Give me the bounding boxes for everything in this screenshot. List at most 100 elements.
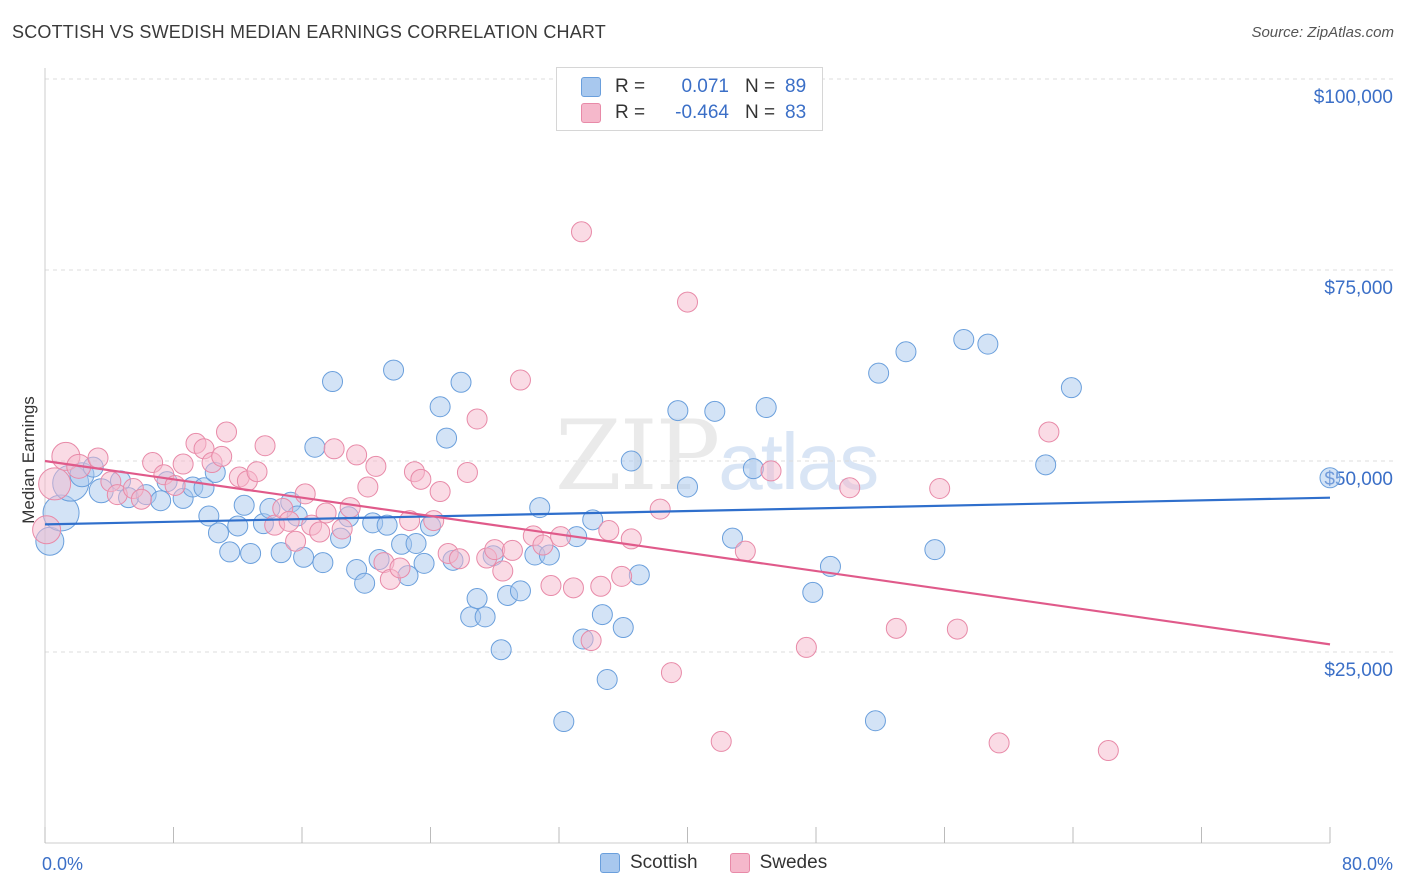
data-point-scottish [312,552,334,574]
data-point-swedes [456,461,478,483]
data-point-scottish [667,400,689,422]
legend-label-scottish: Scottish [630,852,698,873]
data-point-scottish [436,427,458,449]
data-point-swedes [357,476,379,498]
data-point-scottish [553,711,575,733]
data-point-scottish [150,490,172,512]
data-point-scottish [474,606,496,628]
data-point-swedes [795,636,817,658]
data-point-scottish [802,581,824,603]
data-point-swedes [448,548,470,570]
data-point-swedes [389,557,411,579]
data-point-scottish [227,515,249,537]
legend-n-value: 89 [785,76,807,97]
data-point-swedes [532,534,554,556]
data-point-swedes [172,453,194,475]
data-point-swedes [323,438,345,460]
chart-title: SCOTTISH VS SWEDISH MEDIAN EARNINGS CORR… [12,22,607,42]
data-point-scottish [466,588,488,610]
data-point-swedes [677,291,698,313]
data-point-scottish [529,497,551,519]
legend-item-swedes[interactable]: Swedes [729,852,828,874]
data-point-swedes [423,510,445,532]
y-axis-label: Median Earnings [19,396,38,524]
data-point-scottish [924,539,946,561]
data-point-scottish [270,542,292,564]
data-point-scottish [895,341,917,363]
data-point-swedes [246,461,268,483]
data-point-scottish [1319,467,1341,489]
data-point-swedes [429,481,451,503]
data-point-scottish [620,450,642,472]
data-point-swedes [710,730,732,752]
data-point-swedes [32,515,62,545]
data-point-scottish [376,514,398,536]
data-point-scottish [219,541,241,563]
data-point-swedes [130,488,152,510]
data-point-swedes [734,540,756,562]
data-point-swedes [254,435,276,457]
y-tick-label: $50,000 [1324,469,1393,490]
data-point-swedes [484,539,506,561]
chart-source: Source: ZipAtlas.com [1251,24,1394,41]
legend-n-label: N = [745,76,776,97]
data-point-swedes [38,467,72,501]
data-point-swedes [399,510,421,532]
data-point-scottish [450,371,472,393]
data-point-scottish [405,533,427,555]
data-point-scottish [233,494,255,516]
data-point-swedes [590,575,612,597]
data-point-scottish [582,509,604,531]
data-point-swedes [946,618,968,640]
correlation-legend: R = 0.071 N = 89 R = -0.464 N = 83 [556,67,823,131]
data-point-scottish [304,436,326,458]
legend-swatch-swedes [729,853,750,873]
data-point-scottish [864,710,886,732]
legend-label-swedes: Swedes [759,852,828,873]
data-point-scottish [429,396,451,418]
data-point-swedes [278,510,300,532]
data-point-scottish [354,572,376,594]
data-point-swedes [988,732,1010,754]
y-tick-label: $75,000 [1324,278,1393,299]
data-point-swedes [570,221,592,243]
data-point-swedes [285,530,307,552]
legend-n-label: N = [745,102,776,123]
data-point-scottish [207,522,229,544]
data-point-scottish [704,400,726,422]
data-point-swedes [410,468,432,490]
data-point-swedes [885,617,907,639]
series-legend: Scottish Swedes [600,852,859,874]
data-point-scottish [413,552,435,574]
data-point-swedes [331,518,353,540]
data-point-swedes [466,408,488,430]
data-point-scottish [677,476,698,498]
data-point-swedes [509,369,531,391]
data-point-swedes [649,498,671,520]
data-point-scottish [509,580,531,602]
legend-r-label: R = [615,76,646,97]
legend-item-scottish[interactable]: Scottish [600,852,698,874]
data-point-swedes [839,477,861,499]
legend-n-value: 83 [785,102,807,123]
y-tick-label: $100,000 [1314,87,1393,108]
data-point-swedes [339,497,361,519]
data-point-swedes [346,444,368,466]
data-point-scottish [628,564,650,586]
data-point-scottish [1060,377,1082,399]
data-point-swedes [294,483,316,505]
legend-r-value: -0.464 [675,102,729,123]
data-point-swedes [211,445,233,467]
data-point-scottish [742,458,764,480]
legend-swatch-scottish [600,853,620,873]
legend-r-label: R = [615,102,646,123]
data-point-scottish [977,333,999,355]
legend-r-value: 0.071 [681,76,729,97]
data-point-swedes [611,565,633,587]
data-point-scottish [721,527,743,549]
data-point-swedes [540,575,562,597]
data-point-swedes [1097,740,1119,762]
data-point-scottish [383,359,405,381]
x-tick-label: 80.0% [1342,854,1393,874]
